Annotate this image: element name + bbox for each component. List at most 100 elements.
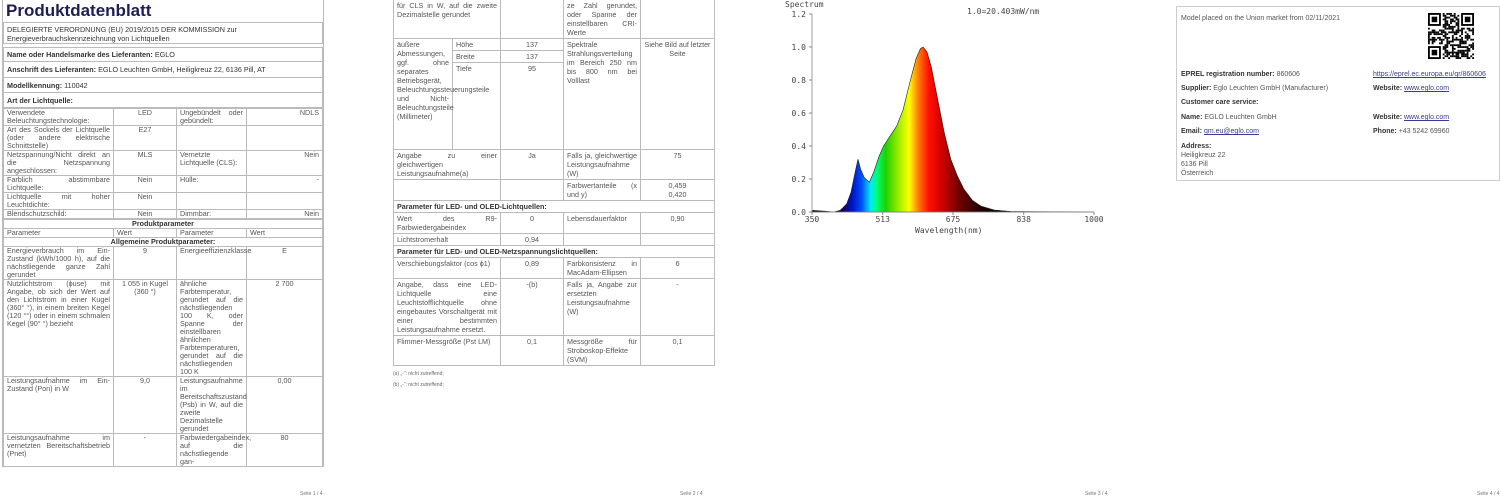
y-tick-label: 1.0 bbox=[792, 43, 807, 52]
table-cell: Angabe zu einer gleichwertigen Leistungs… bbox=[393, 149, 501, 180]
table-cell: 0 bbox=[500, 212, 564, 234]
dimension-value: 137 bbox=[500, 50, 564, 63]
table-cell: Nein bbox=[246, 150, 323, 176]
table-cell bbox=[563, 233, 641, 246]
page-title: Produktdatenblatt bbox=[6, 1, 152, 20]
table-row: Leistungsaufnahme im vernetzten Bereitsc… bbox=[3, 433, 323, 467]
spectrum-chart: Spectrum 1.0=20.403mW/nm Wavelength(nm) … bbox=[785, 0, 1104, 235]
dimensions-label: äußere Abmessungen, ggf. ohne separates … bbox=[393, 38, 489, 150]
x-axis-label: Wavelength(nm) bbox=[915, 226, 982, 235]
table-cell: - bbox=[640, 278, 715, 336]
col-header: Wert bbox=[246, 228, 323, 238]
params-table-continued: für CLS in W, auf die zweite Dezimalstel… bbox=[393, 0, 715, 366]
regulation-text: DELEGIERTE VERORDNUNG (EU) 2019/2015 DER… bbox=[3, 22, 323, 44]
table-cell: Farbwertanteile (x und y) bbox=[563, 179, 641, 201]
table-cell: Angabe, dass eine LED-Lichtquelle eine L… bbox=[393, 278, 501, 336]
table-cell: 75 bbox=[640, 149, 715, 180]
table-cell: Nutzlichtstrom (ϕuse) mit Angabe, ob sic… bbox=[3, 279, 114, 377]
table-cell bbox=[640, 233, 715, 246]
table-cell: Ungebündelt oder gebündelt: bbox=[176, 108, 247, 126]
cell: ze Zahl gerundet, oder Spanne der einste… bbox=[563, 0, 641, 39]
table-cell: 9 bbox=[113, 246, 177, 280]
table-cell: Netzspannung/Nicht direkt an die Netzspa… bbox=[3, 150, 114, 176]
care-heading: Customer care service: bbox=[1181, 99, 1259, 106]
table-row: Leistungsaufnahme im Ein-Zustand (Pon) i… bbox=[3, 376, 323, 434]
table-cell: Nein bbox=[113, 175, 177, 193]
table-cell bbox=[246, 125, 323, 151]
table-cell bbox=[246, 192, 323, 210]
table-row: Art des Sockels der Lichtquelle (oder an… bbox=[3, 125, 323, 151]
y-tick-label: 0.4 bbox=[792, 142, 807, 151]
supplier-row: Supplier: Eglo Leuchten GmbH (Manufactur… bbox=[1181, 85, 1329, 92]
table-cell: 80 bbox=[246, 433, 323, 467]
table-row: Angabe, dass eine LED-Lichtquelle eine L… bbox=[393, 278, 715, 336]
address-heading: Address: bbox=[1181, 143, 1212, 150]
table-cell: Nein bbox=[113, 192, 177, 210]
table-cell: Energieeffizienzklasse bbox=[176, 246, 251, 280]
y-tick-label: 0.6 bbox=[792, 109, 807, 118]
table-cell: Leistungsaufnahme im vernetzten Bereitsc… bbox=[3, 433, 114, 467]
table-cell: Blendschutzschild: bbox=[3, 209, 114, 219]
table-cell: Ja bbox=[500, 149, 564, 180]
market-date: Model placed on the Union market from 02… bbox=[1181, 15, 1341, 22]
table-cell: Flimmer-Messgröße (Pst LM) bbox=[393, 335, 501, 366]
x-tick-label: 1000 bbox=[1084, 215, 1103, 224]
table-cell: Farblich abstimmbare Lichtquelle: bbox=[3, 175, 114, 193]
qr-code[interactable] bbox=[1428, 13, 1474, 59]
table-row: Parameter für LED- und OLED-Lichtquellen… bbox=[393, 200, 715, 213]
table-cell: 2 700 bbox=[246, 279, 323, 377]
table-cell: Energieverbrauch im Ein-Zustand (kWh/100… bbox=[3, 246, 114, 280]
table-cell: Nein bbox=[246, 209, 323, 219]
dimension-value: 137 bbox=[500, 38, 564, 51]
table-cell: 1 055 in Kugel (360 °) bbox=[113, 279, 177, 377]
table-row: Verwendete Beleuchtungstechnologie: LED Un… bbox=[3, 108, 323, 126]
table-cell: Verschiebungsfaktor (cos ϕ1) bbox=[393, 257, 501, 279]
y-tick-label: 0.0 bbox=[792, 208, 807, 217]
table-row: Farblich abstimmbare Lichtquelle: Nein Hül… bbox=[3, 175, 323, 193]
table-row: Farbwertanteile (x und y) 0,459 0,420 bbox=[393, 179, 715, 201]
table-cell: Farbwiedergabeindex, auf die nächstliege… bbox=[176, 433, 251, 467]
table-cell: -(b) bbox=[500, 278, 564, 336]
table-row: Lichtquelle mit hoher Leuchtdichte: Nein bbox=[3, 192, 323, 210]
params-heading: Produktparameter bbox=[3, 219, 323, 229]
care-name-row: Name: EGLO Leuchten GmbH bbox=[1181, 114, 1277, 121]
dimension-name: Tiefe bbox=[452, 62, 501, 150]
table-cell: Leistungsaufnahme im Ein-Zustand (Pon) i… bbox=[3, 376, 114, 434]
website-link[interactable]: www.eglo.com bbox=[1404, 85, 1450, 92]
table-cell: NDLS bbox=[246, 108, 323, 126]
table-row: Energieverbrauch im Ein-Zustand (kWh/100… bbox=[3, 246, 323, 280]
table-cell: E27 bbox=[113, 125, 177, 151]
footnote-a: (a) „-“: nicht zutreffend; bbox=[393, 371, 444, 377]
table-cell bbox=[393, 179, 501, 201]
dimension-name: Höhe bbox=[452, 38, 501, 51]
care-website-link[interactable]: www.eglo.com bbox=[1404, 114, 1450, 121]
table-cell: Farbkonsistenz in MacAdam-Ellipsen bbox=[563, 257, 641, 279]
table-cell: Verwendete Beleuchtungstechnologie: bbox=[3, 108, 114, 126]
table-cell: - bbox=[113, 433, 177, 467]
table-cell: Dimmbar: bbox=[176, 209, 247, 219]
y-tick-label: 1.2 bbox=[792, 10, 807, 19]
x-tick-label: 675 bbox=[946, 215, 961, 224]
type-table: Verwendete Beleuchtungstechnologie: LED Un… bbox=[3, 108, 323, 219]
cell bbox=[500, 0, 564, 39]
table-cell: Lebensdauerfaktor bbox=[563, 212, 641, 234]
table-row: Parameter für LED- und OLED-Netzspannung… bbox=[393, 245, 715, 258]
table-cell: Leistungsaufnahme im Bereitschaftszustan… bbox=[176, 376, 247, 434]
page-1: Produktdatenblatt DELEGIERTE VERORDNUNG … bbox=[0, 0, 375, 500]
email-row: Email: qm.eu@eglo.com bbox=[1181, 128, 1259, 135]
supplier-info-box: Model placed on the Union market from 02… bbox=[1176, 6, 1500, 181]
eprel-link[interactable]: https://eprel.ec.europa.eu/qr/860606 bbox=[1373, 71, 1486, 78]
address-line: 6136 Pill bbox=[1181, 161, 1208, 168]
table-cell: ähnliche Farbtemperatur, gerundet auf di… bbox=[176, 279, 247, 377]
table-cell: 0,94 bbox=[500, 233, 564, 246]
page-4: Model placed on the Union market from 02… bbox=[1125, 0, 1500, 500]
table-cell bbox=[500, 179, 564, 201]
table-cell: Hülle: bbox=[176, 175, 247, 193]
table-cell: 6 bbox=[640, 257, 715, 279]
table-row: Verschiebungsfaktor (cos ϕ1) 0,89 Farbkons… bbox=[393, 257, 715, 279]
table-cell: Falls ja, Angabe zur ersetzten Leistungs… bbox=[563, 278, 641, 336]
address-line: Heiligkreuz 22 bbox=[1181, 152, 1226, 159]
care-website-row: Website: www.eglo.com bbox=[1373, 114, 1450, 121]
email-link[interactable]: qm.eu@eglo.com bbox=[1203, 128, 1259, 135]
cell: für CLS in W, auf die zweite Dezimalstel… bbox=[393, 0, 501, 39]
